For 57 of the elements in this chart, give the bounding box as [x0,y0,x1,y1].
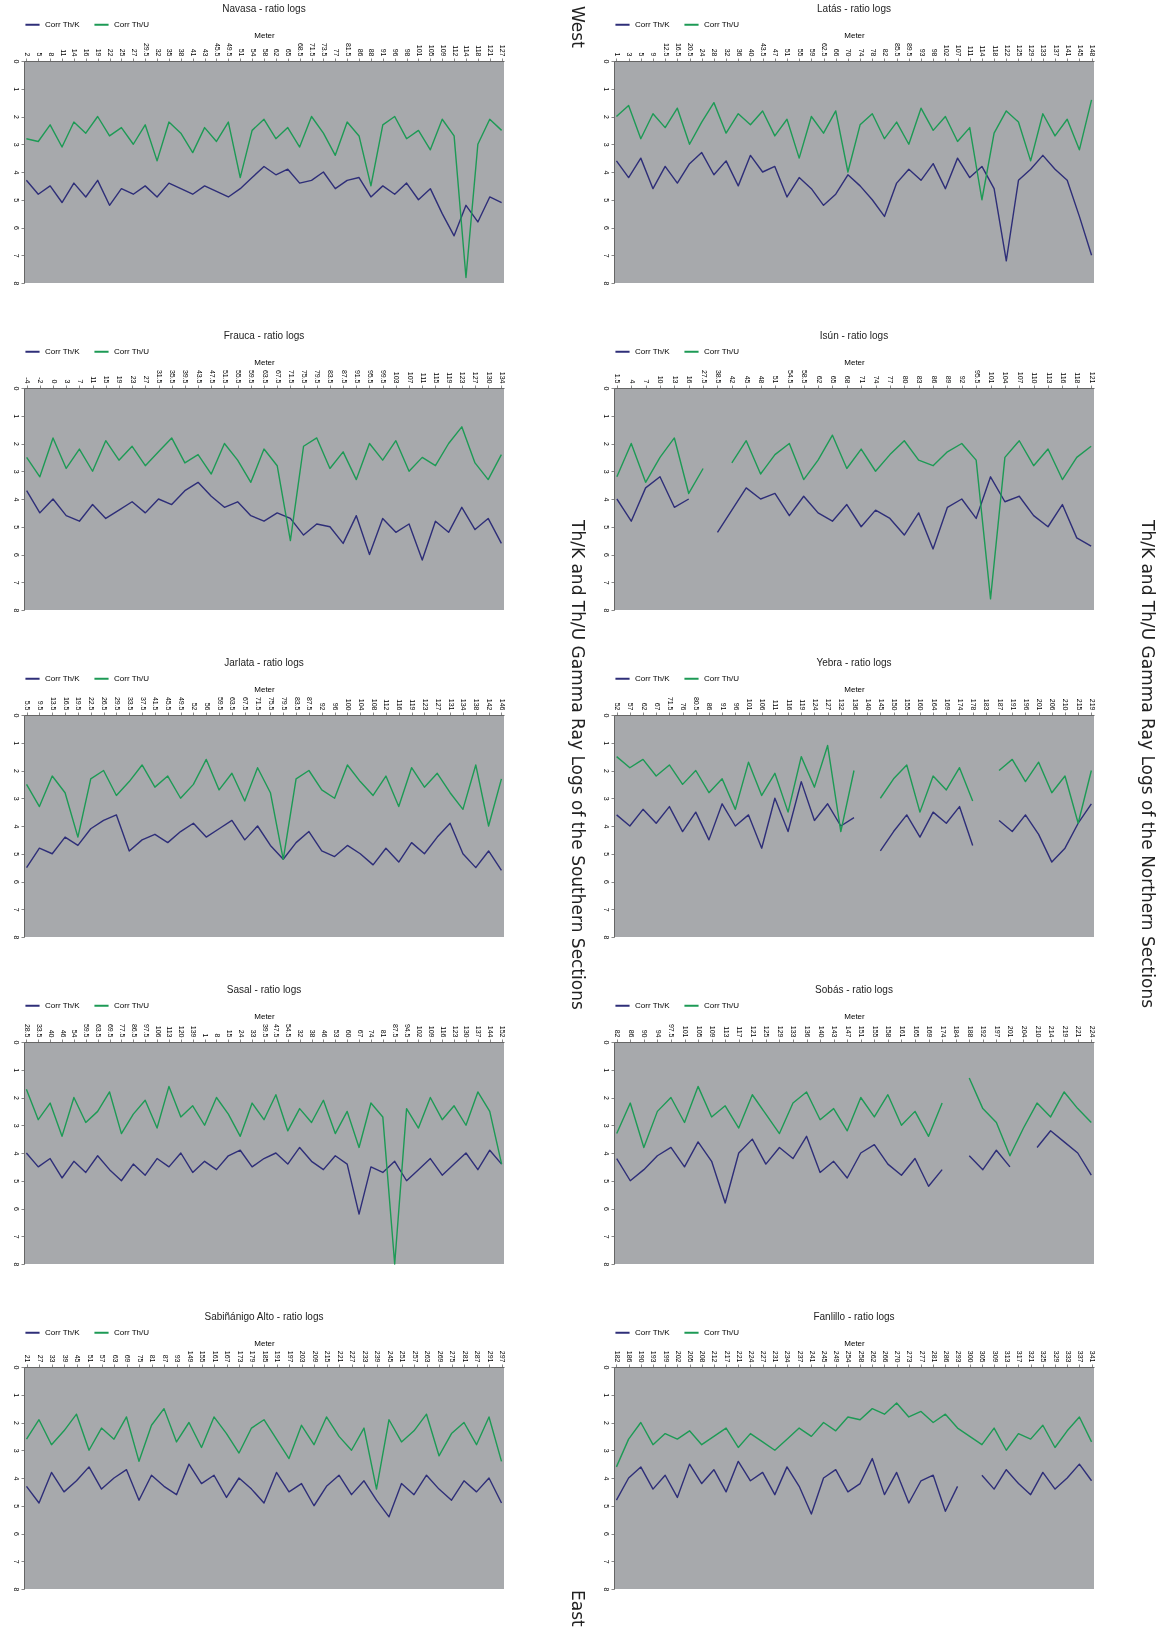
line-series [25,1407,503,1490]
legend-label: Corr Th/U [704,19,740,29]
x-axis-title: Meter [254,1338,276,1348]
legend-label: Corr Th/K [45,1000,81,1010]
line-series [25,814,503,872]
line-series [615,151,1093,262]
chart-title: Navasa - ratio logs [222,3,306,14]
text: Th/K and Th/U Gamma Ray Logs of the Northern Sections [1138,520,1158,1009]
legend-label: Corr Th/K [45,673,81,683]
x-axis-title: Meter [844,357,866,367]
legend-label: Corr Th/K [45,346,81,356]
legend-label: Corr Th/K [635,1000,671,1010]
line-series [25,115,503,279]
line-series [25,481,503,561]
legend-label: Corr Th/U [114,19,150,29]
x-axis-title: Meter [844,30,866,40]
line-series [615,1402,1093,1468]
legend-label: Corr Th/K [635,19,671,29]
line-series [25,1463,503,1518]
x-axis-title: Meter [254,30,276,40]
legend-label: Corr Th/U [704,1000,740,1010]
line-series [25,1146,503,1215]
chart-title: Latás - ratio logs [817,3,891,14]
x-axis-title: Meter [254,357,276,367]
legend-label: Corr Th/K [45,19,81,29]
legend-label: Corr Th/K [45,1327,81,1337]
x-axis-title: Meter [844,1011,866,1021]
line-series [25,165,503,237]
legend-label: Corr Th/U [114,1000,150,1010]
chart-title: Yebra - ratio logs [816,657,892,668]
chart-title: Sabiñánigo Alto - ratio logs [204,1311,324,1322]
legend-label: Corr Th/K [635,346,671,356]
legend-label: Corr Th/U [704,1327,740,1337]
legend-label: Corr Th/K [635,1327,671,1337]
chart-title: Fanlillo - ratio logs [813,1311,895,1322]
x-axis-title: Meter [844,1338,866,1348]
text: East [568,1590,588,1627]
legend-label: Corr Th/U [704,673,740,683]
x-axis-title: Meter [254,684,276,694]
legend-label: Corr Th/U [704,346,740,356]
legend-label: Corr Th/U [114,673,150,683]
line-series [615,99,1093,201]
text: West [568,6,588,48]
chart-title: Sasal - ratio logs [226,984,302,995]
chart-title: Jarlata - ratio logs [224,657,304,668]
legend-label: Corr Th/U [114,346,150,356]
text: Th/K and Th/U Gamma Ray Logs of the Southern Sections [568,520,588,1010]
line-series [25,758,503,860]
x-axis-title: Meter [844,684,866,694]
line-series [25,426,503,542]
legend-label: Corr Th/K [635,673,671,683]
chart-title: Frauca - ratio logs [223,330,305,341]
chart-title: Sobás - ratio logs [815,984,893,995]
legend-label: Corr Th/U [114,1327,150,1337]
line-series [25,1085,503,1265]
chart-title: Isún - ratio logs [819,330,889,341]
x-axis-title: Meter [254,1011,276,1021]
